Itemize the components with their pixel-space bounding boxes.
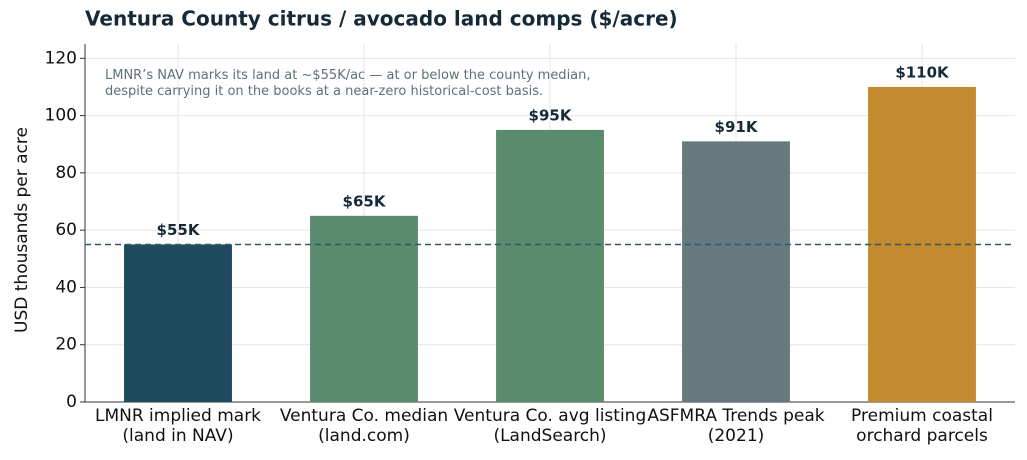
x-tick-label-line: orchard parcels [856, 426, 988, 446]
annotation: LMNR’s NAV marks its land at ~$55K/ac — … [105, 68, 591, 99]
x-tick-label-line: (2021) [708, 426, 765, 446]
x-tick-label-line: ASFMRA Trends peak [647, 406, 824, 426]
value-label: $55K [157, 221, 201, 239]
x-tick-label-line: LMNR implied mark [95, 406, 261, 426]
bar [124, 244, 232, 402]
x-tick-label: LMNR implied mark (land in NAV) [95, 406, 261, 446]
x-tick-label: Premium coastal orchard parcels [851, 406, 993, 446]
y-tick-label: 40 [55, 277, 77, 297]
x-tick-label-line: Premium coastal [851, 406, 993, 426]
y-tick-label: 60 [55, 220, 77, 240]
y-tick-label: 20 [55, 335, 77, 355]
y-tick-label: 120 [45, 48, 77, 68]
bar [496, 129, 604, 403]
y-tick-label: 80 [55, 163, 77, 183]
value-label: $110K [895, 63, 950, 81]
value-label: $91K [715, 118, 759, 136]
bar [682, 141, 790, 402]
x-tick-label: ASFMRA Trends peak (2021) [647, 406, 824, 446]
value-label: $95K [529, 106, 573, 124]
y-axis-label: USD thousands per acre [12, 127, 32, 333]
annotation-line: LMNR’s NAV marks its land at ~$55K/ac — … [105, 68, 591, 83]
annotation-line: despite carrying it on the books at a ne… [105, 84, 543, 99]
x-tick-label-line: Ventura Co. median [280, 406, 448, 426]
x-tick-label: Ventura Co. avg listing (LandSearch) [454, 406, 647, 446]
x-tick-label-line: (land.com) [318, 426, 410, 446]
y-tick-label: 0 [66, 392, 77, 412]
x-tick-label: Ventura Co. median (land.com) [280, 406, 448, 446]
y-tick-label: 100 [45, 106, 77, 126]
x-tick-label-line: (LandSearch) [493, 426, 606, 446]
chart-title: Ventura County citrus / avocado land com… [85, 7, 678, 31]
bar [310, 215, 418, 402]
x-tick-label-line: Ventura Co. avg listing [454, 406, 647, 426]
value-label: $65K [343, 192, 387, 210]
x-tick-label-line: (land in NAV) [122, 426, 233, 446]
